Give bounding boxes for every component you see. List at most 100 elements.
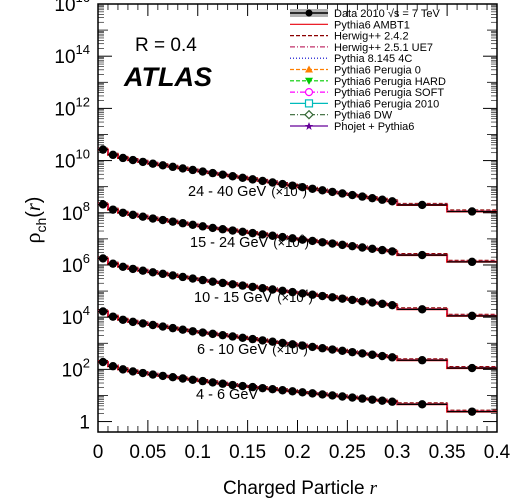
data-point <box>138 266 148 275</box>
data-point <box>218 170 227 179</box>
data-point <box>388 247 397 256</box>
data-point <box>288 181 297 190</box>
data-point <box>417 250 427 260</box>
y-tick-exponent: 12 <box>76 94 90 109</box>
x-tick-label: 0.2 <box>284 442 310 463</box>
data-point <box>228 332 237 341</box>
legend-label: Herwig++ 2.5.1 UE7 <box>334 42 433 54</box>
data-point <box>198 222 207 231</box>
data-point <box>358 192 367 201</box>
y-tick-label: 106 <box>62 251 90 277</box>
data-point <box>258 383 267 393</box>
data-point <box>118 208 128 217</box>
bin-label-scale: (×10 <box>277 290 303 305</box>
data-point <box>178 272 187 282</box>
legend-label: Pythia6 Perugia SOFT <box>334 87 444 99</box>
data-point <box>288 340 297 349</box>
data-point <box>138 319 148 328</box>
y-axis-title-subscript: ch <box>33 218 49 233</box>
y-tick-label: 1012 <box>54 94 90 120</box>
mc-curve-line <box>98 203 497 263</box>
y-axis: 11021041061081010101210141016 <box>54 0 497 434</box>
legend-marker-diamond-open <box>304 109 314 120</box>
data-point <box>368 395 377 404</box>
data-point <box>348 347 357 357</box>
y-tick-label: 104 <box>62 303 90 329</box>
data-point <box>378 351 387 361</box>
data-point <box>178 374 187 383</box>
data-point <box>318 238 327 247</box>
data-point <box>467 363 477 373</box>
legend-marker-circle-open <box>304 87 314 97</box>
data-point <box>348 190 357 200</box>
data-point <box>98 307 108 316</box>
data-points <box>98 145 497 416</box>
bin-label-scale-exp: 6 <box>300 233 305 243</box>
y-tick-label: 108 <box>62 199 90 225</box>
data-point <box>378 195 387 204</box>
data-point <box>218 278 227 288</box>
legend-label: Data 2010 √s = 7 TeV <box>334 8 440 20</box>
cone-size-label: R = 0.4 <box>135 35 197 56</box>
data-point <box>158 371 168 381</box>
mc-curve-line <box>98 256 497 315</box>
data-point <box>358 297 367 306</box>
data-point <box>288 234 297 243</box>
y-tick-base: 10 <box>54 152 75 173</box>
data-point <box>108 362 118 371</box>
data-point <box>258 284 267 293</box>
data-point <box>118 365 128 374</box>
data-point <box>378 396 387 405</box>
data-point <box>208 223 217 233</box>
legend-label: Pythia 8.145 4C <box>334 53 412 65</box>
y-tick-exponent: 14 <box>76 42 90 57</box>
x-axis-title-main: Charged Particle <box>223 478 365 499</box>
data-point <box>328 187 337 197</box>
legend-marker-triangle-up <box>305 65 313 73</box>
data-point <box>208 277 217 286</box>
data-point <box>328 293 337 302</box>
data-point <box>318 344 327 353</box>
y-tick-exponent: 16 <box>76 0 90 5</box>
data-point <box>368 244 377 253</box>
y-tick-exponent: 10 <box>76 147 90 162</box>
data-point <box>128 210 138 220</box>
data-point <box>338 294 347 303</box>
data-point <box>358 243 367 252</box>
x-axis: 0 0.05 0.1 0.15 0.2 0.25 0.3 0.35 0.4 <box>93 4 511 463</box>
x-tick-label: 0.05 <box>129 442 166 463</box>
data-point <box>148 320 158 330</box>
y-tick-base: 10 <box>54 0 75 16</box>
bin-label-text: 24 - 40 GeV (×108) <box>188 182 307 200</box>
data-point <box>138 157 148 167</box>
data-point <box>358 394 367 403</box>
data-point <box>118 315 128 324</box>
data-point <box>338 240 347 250</box>
data-point <box>98 357 108 367</box>
data-point <box>188 165 197 175</box>
data-point <box>308 184 317 193</box>
bin-label-range: 10 - 15 GeV <box>194 290 273 306</box>
bin-label-range: 24 - 40 GeV <box>188 184 267 200</box>
x-tick-label: 0.25 <box>329 442 366 463</box>
bin-label-scale-exp: 2 <box>299 340 304 350</box>
data-point <box>218 379 227 388</box>
data-point <box>288 387 297 396</box>
data-point <box>388 300 397 310</box>
atlas-label: ATLAS <box>123 62 212 92</box>
data-point <box>238 281 247 290</box>
data-point <box>318 291 327 301</box>
data-point <box>108 205 118 214</box>
mc-curve-line <box>98 202 497 261</box>
legend-marker-star <box>305 122 313 130</box>
y-tick-label: 1016 <box>54 0 90 16</box>
data-point <box>278 338 287 348</box>
data-point <box>248 228 257 238</box>
mc-curve-line <box>98 360 497 411</box>
data-point <box>138 368 148 378</box>
data-point <box>148 370 158 379</box>
data-point <box>268 178 277 187</box>
data-point <box>278 179 287 189</box>
data-point <box>248 282 257 292</box>
data-point <box>278 286 287 296</box>
